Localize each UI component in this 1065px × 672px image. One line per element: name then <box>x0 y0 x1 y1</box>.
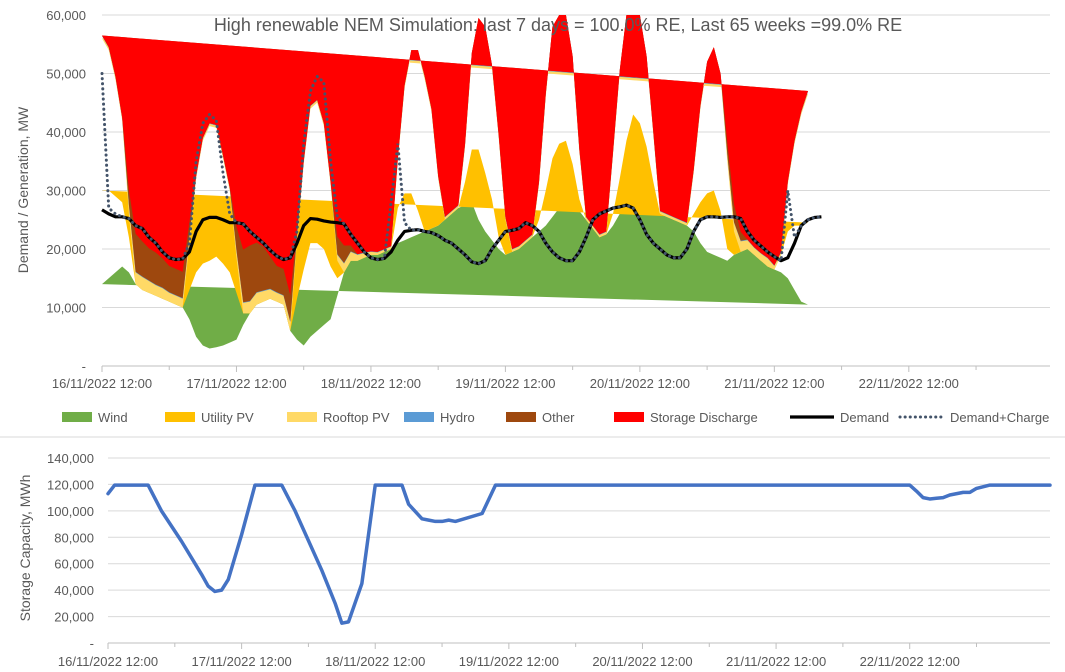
line-demand-charge <box>100 72 823 266</box>
top-y-tick-label: 30,000 <box>46 184 86 199</box>
top-x-tick-labels: 16/11/2022 12:00 17/11/2022 12:00 18/11/20… <box>52 376 959 391</box>
legend-item-utility-pv: Utility PV <box>165 410 254 425</box>
legend-swatch <box>404 412 434 422</box>
legend-swatch <box>62 412 92 422</box>
top-y-tick-label: - <box>82 359 86 374</box>
top-x-ticks <box>101 366 977 372</box>
bottom-y-tick-label: 40,000 <box>54 583 94 598</box>
area-wind <box>102 190 808 349</box>
top-y-tick-labels: - 10,000 20,000 30,000 40,000 50,000 60,000 <box>46 8 86 374</box>
top-legend: Wind Utility PV Rooftop PV Hydro Other Storag… <box>62 410 1049 425</box>
top-y-tick-label: 60,000 <box>46 8 86 23</box>
legend-label: Demand+Charge <box>950 410 1049 425</box>
legend-item-storage-discharge: Storage Discharge <box>614 410 758 425</box>
bottom-y-tick-label: 60,000 <box>54 557 94 572</box>
bottom-x-tick-label: 18/11/2022 12:00 <box>325 654 425 669</box>
bottom-x-tick-label: 17/11/2022 12:00 <box>191 654 291 669</box>
legend-swatch <box>506 412 536 422</box>
top-x-tick-label: 20/11/2022 12:00 <box>590 376 690 391</box>
top-y-tick-label: 50,000 <box>46 67 86 82</box>
top-x-tick-label: 18/11/2022 12:00 <box>321 376 421 391</box>
bottom-y-tick-label: 80,000 <box>54 530 94 545</box>
bottom-y-tick-labels: - 20,000 40,000 60,000 80,000 100,000 120,000 1… <box>47 451 94 651</box>
legend-item-other: Other <box>506 410 575 425</box>
bottom-x-tick-label: 16/11/2022 12:00 <box>58 654 158 669</box>
bottom-gridlines <box>108 457 1050 618</box>
top-x-tick-label: 22/11/2022 12:00 <box>859 376 959 391</box>
legend-label: Rooftop PV <box>323 410 390 425</box>
top-chart-title: High renewable NEM Simulation: last 7 da… <box>214 15 902 35</box>
bottom-x-tick-label: 20/11/2022 12:00 <box>592 654 692 669</box>
storage-chart: - 20,000 40,000 60,000 80,000 100,000 120,000 1… <box>17 451 1052 669</box>
bottom-y-axis-label: Storage Capacity, MWh <box>17 475 33 622</box>
legend-label: Storage Discharge <box>650 410 758 425</box>
legend-label: Utility PV <box>201 410 254 425</box>
bottom-lines <box>106 483 1052 625</box>
legend-label: Hydro <box>440 410 475 425</box>
legend-item-hydro: Hydro <box>404 410 475 425</box>
bottom-x-tick-label: 22/11/2022 12:00 <box>860 654 960 669</box>
line-storage-capacity <box>106 483 1052 625</box>
generation-chart: - 10,000 20,000 30,000 40,000 50,000 60,000 16… <box>15 8 1050 425</box>
top-lines <box>100 72 823 266</box>
legend-item-wind: Wind <box>62 410 128 425</box>
legend-label: Other <box>542 410 575 425</box>
legend-swatch <box>165 412 195 422</box>
legend-label: Wind <box>98 410 128 425</box>
top-x-tick-label: 19/11/2022 12:00 <box>455 376 555 391</box>
area-storage-discharge <box>102 15 808 296</box>
bottom-x-tick-label: 21/11/2022 12:00 <box>726 654 826 669</box>
bottom-y-tick-label: 140,000 <box>47 451 94 466</box>
legend-label: Demand <box>840 410 889 425</box>
legend-item-demand-charge: Demand+Charge <box>898 410 1049 425</box>
legend-item-rooftop-pv: Rooftop PV <box>287 410 390 425</box>
bottom-y-tick-label: 120,000 <box>47 477 94 492</box>
top-y-tick-label: 40,000 <box>46 125 86 140</box>
bottom-x-tick-labels: 16/11/2022 12:00 17/11/2022 12:00 18/11/20… <box>58 654 960 669</box>
bottom-x-tick-label: 19/11/2022 12:00 <box>459 654 559 669</box>
legend-swatch <box>287 412 317 422</box>
legend-swatch <box>614 412 644 422</box>
top-y-tick-label: 20,000 <box>46 242 86 257</box>
top-y-axis-label: Demand / Generation, MW <box>15 106 31 273</box>
top-areas <box>102 15 808 349</box>
top-y-tick-label: 10,000 <box>46 301 86 316</box>
top-x-tick-label: 21/11/2022 12:00 <box>724 376 824 391</box>
bottom-x-ticks <box>107 643 978 649</box>
legend-item-demand: Demand <box>790 410 889 425</box>
top-x-tick-label: 17/11/2022 12:00 <box>186 376 286 391</box>
bottom-y-tick-label: 20,000 <box>54 610 94 625</box>
bottom-y-tick-label: - <box>90 636 94 651</box>
bottom-y-tick-label: 100,000 <box>47 504 94 519</box>
top-x-tick-label: 16/11/2022 12:00 <box>52 376 152 391</box>
